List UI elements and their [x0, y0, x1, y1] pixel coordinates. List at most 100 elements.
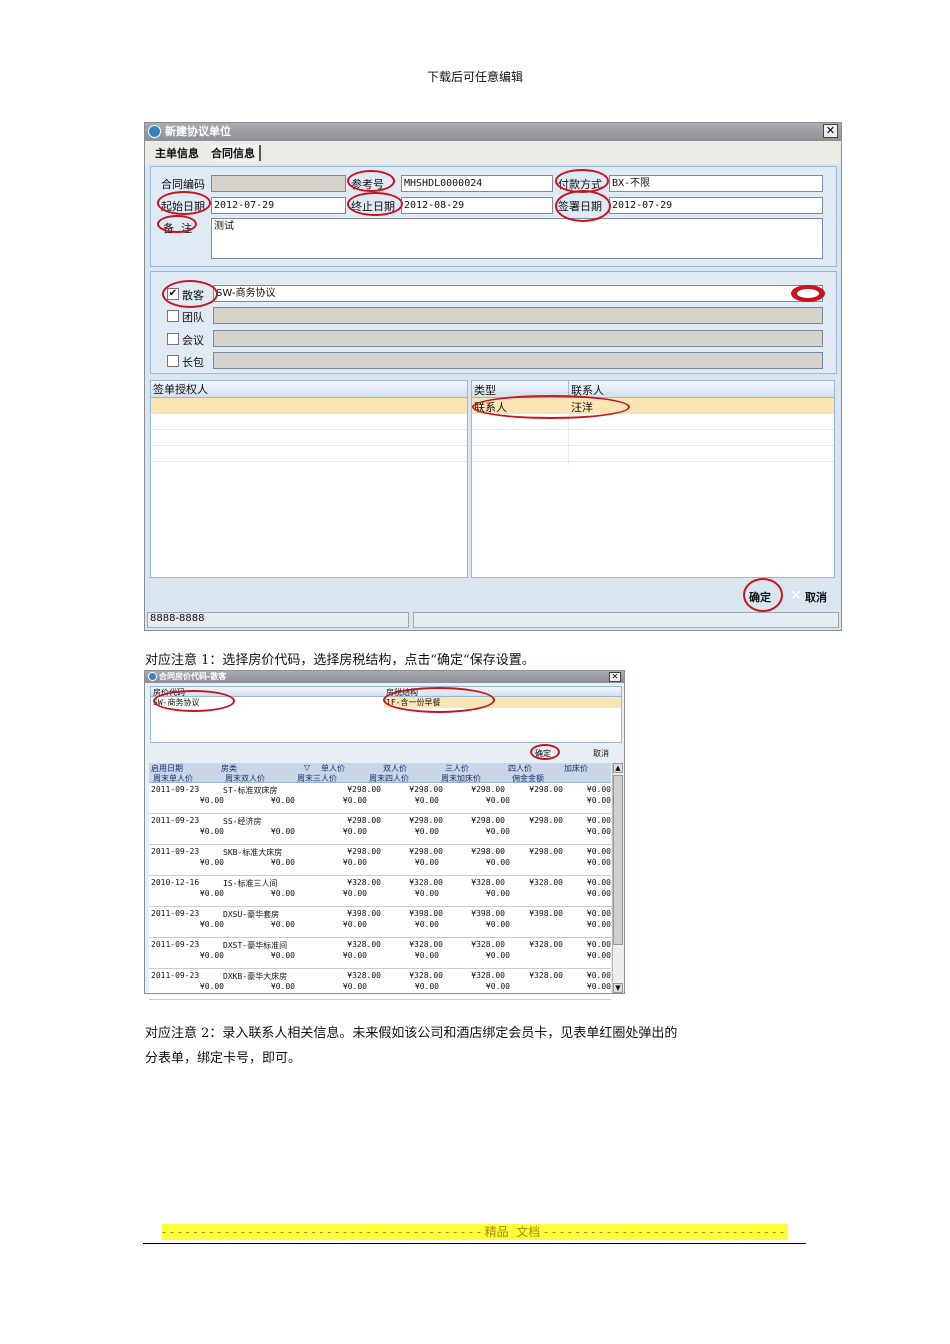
cell-weekend-price: ¥0.00 — [414, 920, 439, 929]
rate-table-body[interactable]: 2011-09-23 ST-标准双床房 ¥298.00 ¥298.00 ¥298.00 ¥… — [149, 783, 611, 1000]
cell-price: ¥328.00 — [347, 940, 381, 949]
cell-weekend-price: ¥0.00 — [270, 827, 295, 836]
table-row[interactable]: 2011-09-23 ST-标准双床房 ¥298.00 ¥298.00 ¥298.00 ¥… — [149, 783, 611, 814]
col-triple: 三人价 — [445, 764, 469, 773]
cell-weekend-price: ¥0.00 — [414, 982, 439, 991]
cell-weekend-price: ¥0.00 — [199, 982, 224, 991]
sign-date-input[interactable]: 2012-07-29 — [609, 197, 823, 214]
cell-price: ¥298.00 — [347, 816, 381, 825]
cell-weekend-price: ¥0.00 — [270, 951, 295, 960]
group-input[interactable] — [213, 307, 823, 324]
tab-contract-info[interactable]: 合同信息 — [211, 145, 261, 161]
col-double: 双人价 — [383, 764, 407, 773]
cell-weekend-price: ¥0.00 — [485, 796, 510, 805]
cell-weekend-price: ¥0.00 — [342, 827, 367, 836]
footer-dashes-left: - - - - - - - - - - - - - - - - - - - - … — [162, 1225, 485, 1239]
tab-main-info[interactable]: 主单信息 — [155, 147, 199, 160]
cell-weekend-price: ¥0.00 — [586, 920, 611, 929]
checkbox-group[interactable] — [167, 310, 179, 322]
cell-weekend-price: ¥0.00 — [342, 982, 367, 991]
cell-weekend-price: ¥0.00 — [485, 920, 510, 929]
meeting-input[interactable] — [213, 330, 823, 347]
table-row[interactable] — [151, 398, 467, 414]
cell-room-type: ST-标准双床房 — [223, 786, 278, 795]
ref-no-input[interactable]: MHSHDL0000024 — [401, 175, 553, 192]
remark-textarea[interactable]: 测试 — [211, 218, 823, 259]
cell-weekend-price: ¥0.00 — [199, 951, 224, 960]
table-row[interactable]: 2011-09-23 DXKB-豪华大床房 ¥328.00 ¥328.00 ¥328.0… — [149, 969, 611, 1000]
cell-price: ¥328.00 — [529, 971, 563, 980]
auth-grid-header: 签单授权人 — [151, 381, 467, 398]
fit-rate-code-input[interactable]: SW-商务协议 — [213, 285, 823, 302]
cell-price: ¥398.00 — [471, 909, 505, 918]
cell-weekend-price: ¥0.00 — [485, 858, 510, 867]
table-row[interactable]: 2011-09-23 SKB-标准大床房 ¥298.00 ¥298.00 ¥298.00… — [149, 845, 611, 876]
scroll-down-icon[interactable]: ▼ — [613, 983, 623, 993]
close-button[interactable]: ✕ — [823, 124, 838, 138]
checkbox-meeting[interactable] — [167, 333, 179, 345]
caption-note-2-line2: 分表单，绑定卡号，即可。 — [145, 1051, 302, 1066]
payment-input[interactable]: BX-不限 — [609, 175, 823, 192]
contact-grid[interactable]: 类型 联系人 联系人 汪洋 — [471, 380, 835, 578]
long-stay-input[interactable] — [213, 352, 823, 369]
cell-weekend-price: ¥0.00 — [199, 827, 224, 836]
table-row[interactable]: 2011-09-23 DXSU-豪华套房 ¥398.00 ¥398.00 ¥398.00… — [149, 907, 611, 938]
cell-weekend-price: ¥0.00 — [199, 920, 224, 929]
cancel-button[interactable]: 取消 — [593, 749, 609, 758]
table-row[interactable]: 2010-12-16 IS-标准三人间 ¥328.00 ¥328.00 ¥328.00 ¥… — [149, 876, 611, 907]
table-row[interactable]: 2011-09-23 SS-经济房 ¥298.00 ¥298.00 ¥298.00 ¥29… — [149, 814, 611, 845]
cell-price: ¥398.00 — [529, 909, 563, 918]
cell-weekend-price: ¥0.00 — [342, 796, 367, 805]
cell-start-date: 2011-09-23 — [151, 847, 200, 856]
close-button[interactable]: ✕ — [609, 672, 621, 682]
cell-price: ¥328.00 — [471, 971, 505, 980]
cell-price: ¥298.00 — [529, 847, 563, 856]
cell-room-type: IS-标准三人间 — [223, 879, 278, 888]
page-header: 下载后可任意编辑 — [426, 70, 523, 84]
cell-price: ¥298.00 — [409, 785, 443, 794]
cell-price: ¥298.00 — [471, 785, 505, 794]
new-agreement-dialog: 新建协议单位 ✕ 主单信息 合同信息 合同编码 参考号 MHSHDL000002… — [144, 122, 842, 631]
footer-text: 精品 文档 — [484, 1225, 541, 1239]
cell-price: ¥298.00 — [529, 785, 563, 794]
cancel-button[interactable]: 取消 — [805, 591, 827, 604]
status-phone: 8888-8888 — [147, 612, 409, 628]
col-room-type: 房类 — [221, 764, 237, 773]
cell-weekend-price: ¥0.00 — [342, 858, 367, 867]
cell-weekend-price: ¥0.00 — [270, 889, 295, 898]
cell-weekend-price: ¥0.00 — [199, 889, 224, 898]
contract-code-label: 合同编码 — [161, 178, 205, 191]
rate-code-grid[interactable]: 房价代码 房税结构 SW-商务协议 1F-含一份早餐 — [150, 686, 622, 743]
cell-price: ¥0.00 — [586, 847, 611, 856]
scroll-up-icon[interactable]: ▲ — [613, 763, 623, 773]
status-bar-right — [413, 612, 839, 628]
end-date-input[interactable]: 2012-08-29 — [401, 197, 553, 214]
cell-weekend-price: ¥0.00 — [270, 858, 295, 867]
cell-price: ¥328.00 — [347, 878, 381, 887]
col-weekend-double: 周末双人价 — [225, 774, 265, 783]
start-date-input[interactable]: 2012-07-29 — [211, 197, 346, 214]
cell-weekend-price: ¥0.00 — [586, 982, 611, 991]
scrollbar[interactable]: ▲ ▼ — [612, 763, 623, 993]
contract-code-input[interactable] — [211, 175, 346, 192]
col-type: 类型 — [474, 384, 496, 397]
scrollbar-thumb[interactable] — [613, 775, 623, 945]
caption-note-2-line1: 对应注意 2：录入联系人相关信息。未来假如该公司和酒店绑定会员卡，见表单红圈处弹… — [145, 1026, 678, 1041]
cell-start-date: 2011-09-23 — [151, 816, 200, 825]
col-quad: 四人价 — [508, 764, 532, 773]
cell-price: ¥328.00 — [529, 940, 563, 949]
cell-price: ¥298.00 — [529, 816, 563, 825]
cell-weekend-price: ¥0.00 — [586, 827, 611, 836]
col-weekend-triple: 周末三人价 — [297, 774, 337, 783]
authorized-signer-grid[interactable]: 签单授权人 — [150, 380, 468, 578]
meeting-label: 会议 — [182, 334, 204, 347]
cell-weekend-price: ¥0.00 — [485, 827, 510, 836]
checkbox-long-stay[interactable] — [167, 355, 179, 367]
lookup-button[interactable] — [791, 285, 825, 302]
sort-icon[interactable]: ▽ — [304, 763, 311, 772]
cell-weekend-price: ¥0.00 — [270, 920, 295, 929]
cell-price: ¥398.00 — [409, 909, 443, 918]
col-contact: 联系人 — [571, 384, 604, 397]
table-row[interactable]: 2011-09-23 DXST-豪华标准间 ¥328.00 ¥328.00 ¥328.0… — [149, 938, 611, 969]
cell-room-type: SKB-标准大床房 — [223, 848, 283, 857]
